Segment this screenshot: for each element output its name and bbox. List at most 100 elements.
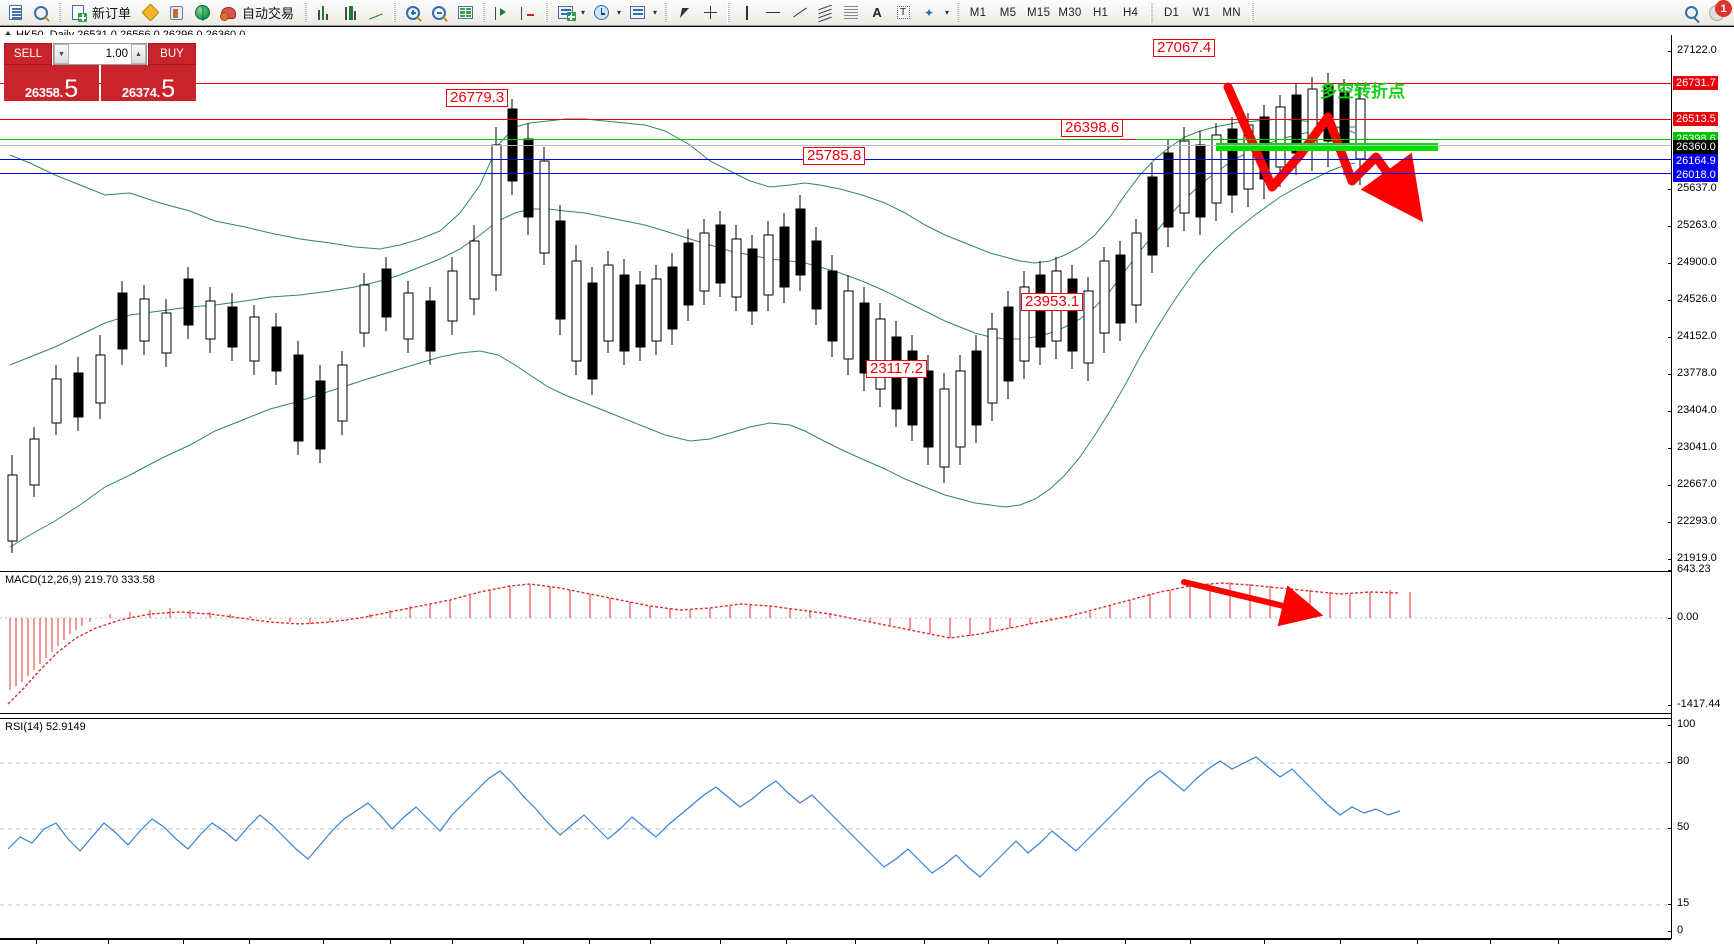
price-annotation[interactable]: 23117.2 (866, 360, 928, 378)
template-icon[interactable] (624, 1, 650, 25)
buy-price-cell[interactable]: 26374 . 5 (101, 65, 196, 101)
autotrade-icon[interactable] (215, 1, 241, 25)
chart-window[interactable]: HK50, Daily 26531.0 26566.0 26296.0 2636… (0, 26, 1734, 946)
price-pane[interactable]: 26779.3 25785.8 23953.1 23117.2 27067.4 … (0, 35, 1671, 559)
price-label-support-2[interactable]: 26018.0 (1673, 168, 1718, 182)
price-annotation[interactable]: 27067.4 (1153, 39, 1216, 57)
date-axis[interactable]: 0 Mar 2020 1 Apr 2020 15 Apr 2020 27 Apr… (0, 939, 1671, 946)
trade-panel-top: SELL ▼ 1.00 ▲ BUY (4, 43, 196, 65)
toolbar-separator (1250, 2, 1254, 23)
price-label-resistance-1[interactable]: 26731.7 (1673, 76, 1718, 90)
bar-chart-icon[interactable] (311, 1, 337, 25)
annotation-connector (502, 83, 512, 84)
price-annotation[interactable]: 25785.8 (803, 147, 866, 165)
one-click-trading-panel[interactable]: SELL ▼ 1.00 ▲ BUY 26358 . 5 26374 . 5 (4, 43, 196, 101)
price-annotation[interactable]: 23953.1 (1021, 293, 1084, 311)
line-chart-icon[interactable] (363, 1, 389, 25)
auto-scroll-icon[interactable] (515, 1, 541, 25)
timeframe-m30[interactable]: M30 (1058, 6, 1082, 19)
search-icon[interactable] (1678, 1, 1704, 25)
sell-price-fraction: 5 (64, 74, 79, 103)
chevron-down-icon[interactable]: ▾ (581, 8, 586, 17)
buy-button[interactable]: BUY (148, 43, 196, 65)
terminal-icon[interactable] (2, 1, 28, 25)
macd-signal-line (7, 582, 1401, 705)
chevron-down-icon[interactable]: ▾ (653, 8, 658, 17)
volume-increase-icon[interactable]: ▲ (131, 44, 146, 64)
toolbar-separator (1149, 2, 1153, 23)
trend-line-icon[interactable] (786, 1, 812, 25)
price-annotation[interactable]: 26779.3 (446, 89, 509, 107)
toolbar-separator (58, 2, 61, 23)
buy-price-fraction: 5 (161, 74, 176, 103)
price-label-resistance-2[interactable]: 26513.5 (1673, 112, 1718, 126)
price-label-last[interactable]: 26360.0 (1673, 140, 1718, 154)
market-watch-icon[interactable] (28, 1, 54, 25)
buy-price-integer: 26374 (121, 85, 157, 100)
main-toolbar: 新订单 自动交易 ▾ ▾ ▾ (0, 0, 1734, 26)
strategy-tester-icon[interactable] (163, 1, 189, 25)
indicators-icon[interactable] (552, 1, 578, 25)
volume-value[interactable]: 1.00 (105, 48, 128, 60)
macd-pane[interactable]: MACD(12,26,9) 219.70 333.58 (0, 571, 1671, 714)
rsi-label: RSI(14) 52.9149 (3, 721, 88, 733)
text-label-icon[interactable]: T (890, 1, 916, 25)
support-line-26398 (0, 139, 1671, 140)
rsi-chart-svg (0, 756, 1671, 906)
autotrade-label[interactable]: 自动交易 (242, 6, 295, 21)
new-order-label[interactable]: 新订单 (92, 6, 132, 21)
fibonacci-icon[interactable] (812, 1, 838, 25)
timeframe-d1[interactable]: D1 (1163, 6, 1180, 19)
volume-stepper[interactable]: ▼ 1.00 ▲ (53, 43, 147, 65)
chevron-down-icon[interactable]: ▾ (945, 8, 950, 17)
rsi-pane[interactable]: RSI(14) 52.9149 (0, 718, 1671, 939)
toolbar-separator (393, 2, 397, 23)
notification-badge[interactable]: 1 (1715, 0, 1732, 17)
shift-icon[interactable] (489, 1, 515, 25)
volume-decrease-icon[interactable]: ▼ (54, 44, 69, 64)
price-annotation[interactable]: 26398.6 (1061, 119, 1124, 137)
zoom-in-icon[interactable] (400, 1, 426, 25)
timeframe-m5[interactable]: M5 (999, 6, 1017, 19)
price-axis[interactable]: 27122.0 26731.7 26513.5 26398.6 26360.0 … (1668, 35, 1734, 939)
sell-price-cell[interactable]: 26358 . 5 (4, 65, 99, 101)
trend-annotation-arrow (1223, 82, 1424, 223)
expert-advisor-icon[interactable] (137, 1, 163, 25)
timeframe-w1[interactable]: W1 (1192, 6, 1211, 19)
trade-panel-prices: 26358 . 5 26374 . 5 (4, 65, 196, 101)
timeframe-h4[interactable]: H4 (1122, 6, 1139, 19)
zoom-out-icon[interactable] (426, 1, 452, 25)
grid-icon[interactable] (452, 1, 478, 25)
equidistant-channel-icon[interactable] (838, 1, 864, 25)
toolbar-separator (664, 2, 668, 23)
timeframe-mn[interactable]: MN (1222, 6, 1241, 19)
candlestick-chart-icon[interactable] (337, 1, 363, 25)
sell-price-integer: 26358 (24, 85, 60, 100)
timeframe-m1[interactable]: M1 (969, 6, 987, 19)
chevron-down-icon[interactable]: ▾ (617, 8, 622, 17)
resistance-line-26731 (0, 83, 1671, 84)
timeframe-h1[interactable]: H1 (1092, 6, 1109, 19)
sell-button[interactable]: SELL (4, 43, 52, 65)
cursor-icon[interactable] (671, 1, 697, 25)
toolbar-separator (727, 2, 731, 23)
timeframe-m15[interactable]: M15 (1027, 6, 1051, 19)
chinese-annotation-note[interactable]: 多空转折点 (1320, 82, 1405, 102)
clock-icon[interactable] (588, 1, 614, 25)
annotation-connector (1120, 139, 1136, 140)
horizontal-line-icon[interactable] (760, 1, 786, 25)
macd-histogram (9, 582, 1411, 690)
text-icon[interactable]: A (872, 5, 882, 20)
toolbar-separator (545, 2, 549, 23)
collapse-icon[interactable] (4, 31, 12, 37)
navigator-icon[interactable] (189, 1, 215, 25)
macd-divergence-arrow (1181, 579, 1324, 627)
vertical-line-icon[interactable] (734, 1, 760, 25)
objects-icon[interactable]: ✦ (924, 5, 935, 20)
crosshair-icon[interactable] (697, 1, 723, 25)
support-line-26018 (0, 173, 1671, 174)
new-order-icon[interactable] (65, 1, 91, 25)
price-label-support-1[interactable]: 26164.9 (1673, 154, 1718, 168)
price-chart-svg (7, 73, 1438, 553)
sell-price-decimal: . (59, 85, 64, 100)
